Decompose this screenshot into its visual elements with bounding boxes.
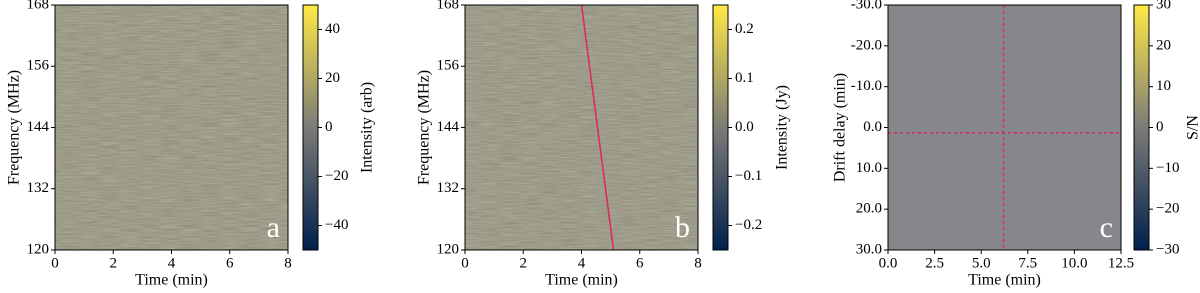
colorbar-tick-label: 30 [1156, 0, 1171, 12]
x-tick-label: 4 [168, 255, 176, 271]
colorbar [712, 4, 729, 251]
y-axis-label: Drift delay (min) [832, 73, 849, 182]
y-tick-label: -20.0 [851, 37, 882, 53]
x-axis-label: Time (min) [968, 272, 1041, 289]
y-tick-label: -10.0 [851, 78, 882, 94]
colorbar-tick-label: −10 [1156, 160, 1179, 176]
y-tick-label: 156 [27, 58, 50, 74]
colorbar-tick-label: 0 [325, 119, 333, 135]
y-axis-label: Frequency (MHz) [6, 70, 23, 185]
panel-label: a [267, 211, 280, 244]
heatmap-texture [465, 5, 698, 250]
y-tick-label: 144 [437, 119, 460, 135]
x-tick-label: 8 [694, 255, 702, 271]
colorbar-tick-label: −0.1 [735, 168, 762, 184]
colorbar-tick-label: −30 [1156, 241, 1179, 257]
y-tick-label: 132 [27, 180, 50, 196]
y-tick-label: 144 [27, 119, 50, 135]
y-tick-label: 20.0 [856, 201, 882, 217]
y-tick-label: 168 [437, 0, 460, 12]
y-tick-label: 10.0 [856, 160, 882, 176]
colorbar-tick-label: 0.1 [735, 70, 754, 86]
x-tick-label: 4 [578, 255, 586, 271]
y-tick-label: -30.0 [851, 0, 882, 12]
colorbar-tick-label: −20 [1156, 201, 1179, 217]
x-tick-label: 12.5 [1108, 255, 1134, 271]
overlay-line [580, 4, 615, 251]
y-tick-label: 120 [27, 241, 50, 257]
x-tick-label: 5.0 [972, 255, 991, 271]
colorbar-tick-label: 40 [325, 21, 340, 37]
y-tick-label: 132 [437, 180, 460, 196]
colorbar-label: S/N [1185, 115, 1200, 140]
colorbar-tick-label: 0 [1156, 119, 1164, 135]
x-tick-label: 0.0 [879, 255, 898, 271]
y-tick-label: 30.0 [856, 241, 882, 257]
x-tick-label: 2 [520, 255, 528, 271]
colorbar-tick-label: 10 [1156, 78, 1171, 94]
colorbar-tick-label: −20 [325, 168, 348, 184]
x-tick-label: 2.5 [925, 255, 944, 271]
colorbar-tick-label: −40 [325, 217, 348, 233]
colorbar-tick-label: −0.2 [735, 217, 762, 233]
x-tick-label: 6 [636, 255, 644, 271]
y-tick-label: 120 [437, 241, 460, 257]
colorbar-tick-label: 20 [1156, 37, 1171, 53]
x-tick-label: 7.5 [1018, 255, 1037, 271]
panel-label: c [1100, 211, 1113, 244]
heatmap-texture [55, 5, 288, 250]
x-axis-label: Time (min) [135, 272, 208, 289]
colorbar-label: Intensity (arb) [359, 82, 376, 173]
colorbar-tick-label: 0.2 [735, 21, 754, 37]
x-tick-label: 6 [226, 255, 234, 271]
colorbar [1133, 4, 1150, 251]
y-tick-label: 156 [437, 58, 460, 74]
y-tick-label: 0.0 [863, 119, 882, 135]
y-axis-label: Frequency (MHz) [416, 70, 433, 185]
colorbar-tick-label: 0.0 [735, 119, 754, 135]
x-tick-label: 10.0 [1061, 255, 1087, 271]
colorbar-label: Intensity (Jy) [774, 85, 791, 170]
x-tick-label: 0 [51, 255, 59, 271]
y-tick-label: 168 [27, 0, 50, 12]
colorbar [302, 4, 319, 251]
heatmap-image [888, 5, 1121, 250]
x-tick-label: 2 [110, 255, 118, 271]
colorbar-tick-label: 20 [325, 70, 340, 86]
panel-label: b [675, 211, 690, 244]
x-tick-label: 0 [461, 255, 469, 271]
x-axis-label: Time (min) [545, 272, 618, 289]
x-tick-label: 8 [284, 255, 292, 271]
